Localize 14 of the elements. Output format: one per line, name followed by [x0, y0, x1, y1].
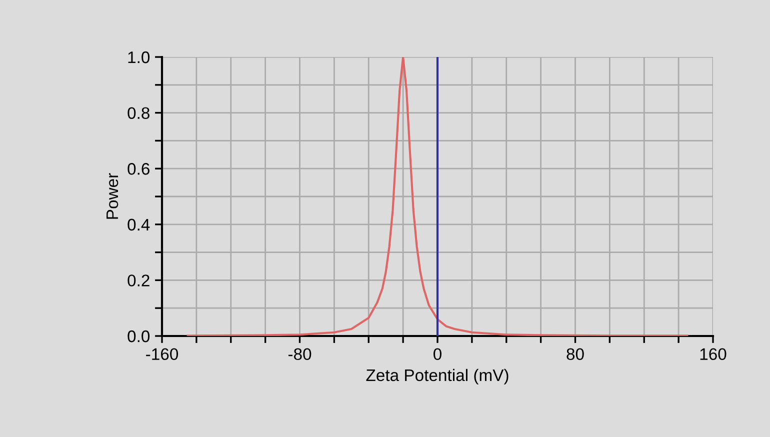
line-series — [186, 57, 688, 336]
x-tick-label: 80 — [566, 348, 584, 360]
x-tick-label: -80 — [288, 348, 312, 360]
y-tick-label: 0.6 — [128, 163, 150, 175]
y-tick-label: 0.8 — [128, 107, 150, 120]
y-tick-label: 1.0 — [128, 51, 150, 64]
x-tick-label: -160 — [146, 348, 178, 360]
x-axis-title: Zeta Potential (mV) — [366, 368, 508, 384]
y-tick-label: 0.0 — [128, 330, 150, 342]
y-tick-label: 0.2 — [128, 274, 150, 286]
y-axis-title: Power — [106, 173, 118, 219]
x-tick-label: 160 — [700, 348, 726, 360]
y-tick-label: 0.4 — [128, 218, 150, 231]
x-tick-label: 0 — [434, 348, 442, 360]
